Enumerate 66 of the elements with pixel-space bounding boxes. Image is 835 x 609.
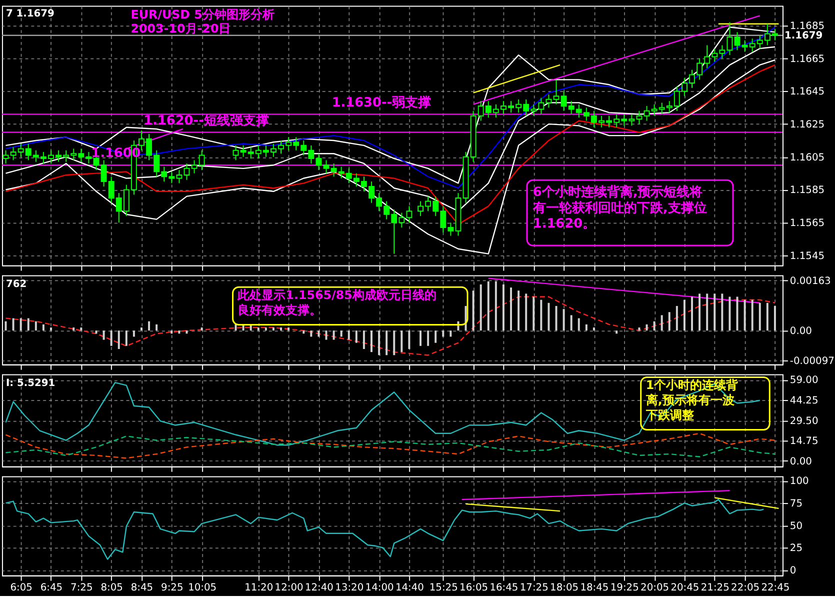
- y-tick-label: 50: [790, 520, 803, 532]
- x-tick-label: 22:05: [731, 582, 760, 594]
- y-tick-label: 1.1645: [790, 86, 825, 98]
- annotation: 此处显示1.1565/85构成欧元日线的良好有效支撑。: [236, 288, 436, 317]
- y-tick-label: 1.1605: [790, 152, 825, 164]
- y-tick-label: 100: [790, 476, 809, 488]
- annotation: 762: [6, 279, 27, 290]
- y-tick-label: 1.1545: [790, 250, 825, 262]
- y-tick-label: 75: [790, 498, 803, 510]
- candlestick: [546, 94, 552, 108]
- x-tick-label: 14:00: [365, 582, 394, 594]
- x-tick-label: 6:05: [10, 582, 32, 594]
- candlestick: [644, 105, 650, 122]
- x-tick-label: 13:20: [335, 582, 364, 594]
- y-tick-label: 1.1585: [790, 185, 825, 196]
- x-tick-label: 19:25: [610, 582, 639, 594]
- y-tick-label: 0.00: [790, 456, 812, 468]
- x-tick-label: 18:45: [580, 582, 609, 594]
- y-tick-label: 0.00: [790, 326, 812, 338]
- x-tick-label: 12:00: [274, 582, 304, 594]
- annotation: 7 1.1679: [6, 8, 55, 20]
- x-tick-label: 21:25: [700, 582, 730, 594]
- x-tick-label: 15:25: [429, 582, 458, 594]
- y-tick-label: 25: [790, 543, 803, 554]
- y-tick-label: 0: [790, 565, 796, 576]
- y-tick-label: 14.75: [790, 436, 818, 448]
- candlestick: [323, 160, 330, 174]
- x-tick-label: 18:05: [550, 582, 579, 594]
- ref-line-label: 1.1620--短线强支撑: [144, 113, 269, 128]
- x-tick-label: 22:45: [761, 582, 790, 594]
- line-series: [5, 498, 764, 560]
- x-tick-label: 10:05: [188, 582, 217, 594]
- x-tick-label: 6:45: [40, 582, 63, 594]
- chart-title: EUR/USD 5分钟图形分析: [130, 8, 274, 22]
- candlestick: [734, 32, 740, 51]
- y-tick-label: -0.00097: [790, 356, 834, 367]
- candlestick: [184, 162, 190, 180]
- y-tick-label: 1.1685: [790, 20, 825, 32]
- x-tick-label: 16:05: [460, 582, 488, 594]
- x-tick-label: 9:25: [161, 582, 184, 594]
- x-tick-label: 12:40: [304, 582, 334, 594]
- ref-line-label: 1.1679: [784, 30, 823, 42]
- candlestick: [232, 144, 239, 161]
- annotation: I: 5.5291: [6, 378, 56, 390]
- x-tick-label: 8:45: [130, 582, 154, 594]
- x-tick-label: 14:40: [395, 582, 424, 594]
- y-tick-label: 59.00: [790, 375, 818, 386]
- line-series: [5, 59, 776, 254]
- y-tick-label: 0.00163: [790, 276, 831, 287]
- y-tick-label: 1.1625: [790, 120, 825, 131]
- y-tick-label: 29.50: [790, 416, 818, 427]
- text: 2003-10月-20日: [130, 22, 231, 36]
- x-tick-label: 16:45: [490, 582, 518, 594]
- candlestick: [553, 79, 560, 105]
- x-tick-label: 20:45: [670, 582, 700, 594]
- ref-line-label: 1.1630--弱支撑: [332, 95, 432, 110]
- x-tick-label: 7:25: [70, 582, 93, 594]
- annotation: 6个小时连续背离,预示短线将有一轮获利回吐的下跌,支撑位1.1620。: [532, 184, 707, 232]
- y-tick-label: 44.25: [790, 396, 818, 407]
- x-tick-label: 17:25: [520, 582, 548, 594]
- x-tick-label: 20:05: [640, 582, 670, 594]
- y-tick-label: 1.1565: [790, 218, 825, 230]
- y-tick-label: 1.1665: [790, 54, 825, 65]
- candlestick: [2, 150, 9, 164]
- x-tick-label: 8:05: [100, 582, 123, 594]
- x-tick-label: 11:20: [244, 582, 274, 594]
